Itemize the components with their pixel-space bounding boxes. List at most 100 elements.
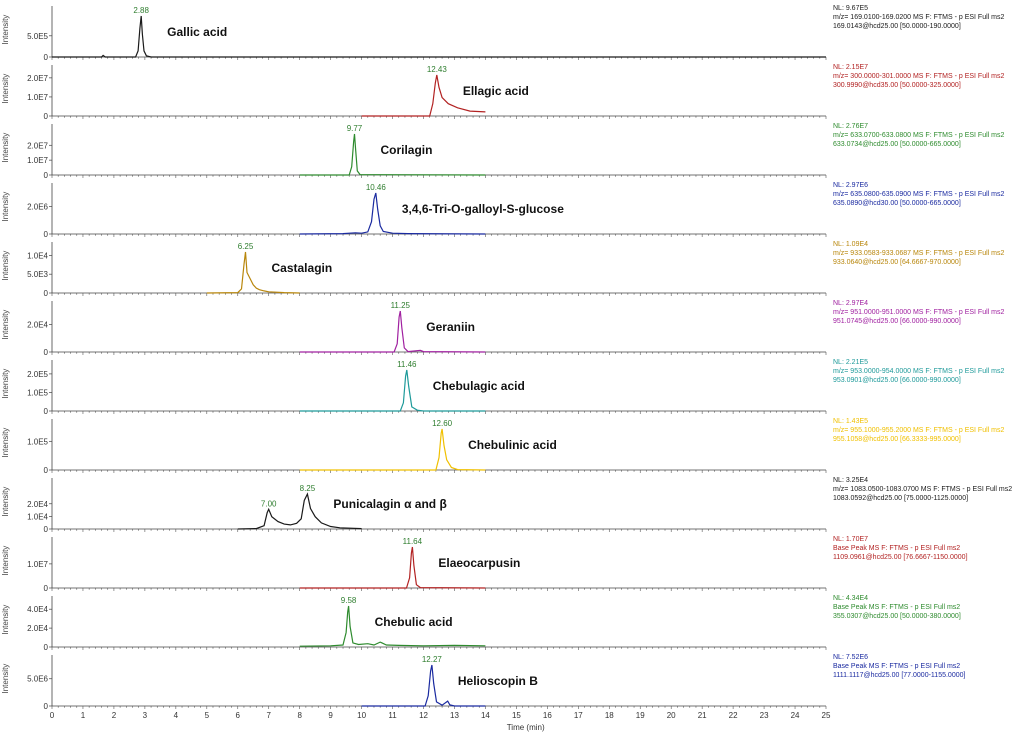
- y-tick-label: 0: [44, 584, 49, 593]
- y-tick-label: 2.0E6: [27, 202, 48, 211]
- y-tick-label: 2.0E4: [27, 624, 48, 633]
- info-scan: 933.0640@hcd25.00 [64.6667-970.0000]: [833, 259, 961, 266]
- compound-name: Elaeocarpusin: [438, 556, 520, 570]
- y-axis-label: Intensity: [1, 74, 10, 104]
- info-filter: m/z= 169.0100-169.0200 MS F: FTMS - p ES…: [833, 14, 1004, 21]
- x-tick-label: 6: [236, 711, 241, 720]
- chromatogram-trace: [361, 664, 486, 707]
- y-tick-label: 0: [44, 289, 49, 298]
- info-scan: 355.0307@hcd25.00 [50.0000-380.0000]: [833, 613, 961, 620]
- y-tick-label: 1.0E5: [27, 437, 48, 446]
- info-filter: m/z= 635.0800-635.0900 MS F: FTMS - p ES…: [833, 191, 1004, 198]
- x-tick-label: 24: [791, 711, 800, 720]
- chromatogram-trace: [299, 133, 486, 176]
- info-nl: NL: 3.25E4: [833, 477, 868, 484]
- info-filter: m/z= 633.0700-633.0800 MS F: FTMS - p ES…: [833, 132, 1004, 139]
- y-axis-label: Intensity: [1, 251, 10, 281]
- x-tick-label: 1: [81, 711, 86, 720]
- y-tick-label: 0: [44, 525, 49, 534]
- y-axis-label: Intensity: [1, 310, 10, 340]
- info-scan: 633.0734@hcd25.00 [50.0000-665.0000]: [833, 141, 961, 148]
- y-tick-label: 5.0E5: [27, 32, 48, 41]
- y-tick-label: 1.0E7: [27, 93, 48, 102]
- y-tick-label: 0: [44, 407, 49, 416]
- y-tick-label: 2.0E4: [27, 320, 48, 329]
- info-nl: NL: 1.43E5: [833, 418, 868, 425]
- x-tick-label: 25: [822, 711, 831, 720]
- info-scan: 1083.0592@hcd25.00 [75.0000-1125.0000]: [833, 495, 968, 502]
- compound-name: 3,4,6-Tri-O-galloyl-S-glucose: [402, 202, 564, 216]
- chromatogram-trace: [299, 192, 486, 235]
- x-tick-label: 3: [143, 711, 148, 720]
- y-tick-label: 0: [44, 112, 49, 121]
- info-nl: NL: 2.76E7: [833, 123, 868, 130]
- info-filter: m/z= 1083.0500-1083.0700 MS F: FTMS - p …: [833, 486, 1012, 493]
- info-nl: NL: 2.15E7: [833, 64, 868, 71]
- x-tick-label: 11: [388, 711, 397, 720]
- y-tick-label: 1.0E4: [27, 251, 48, 260]
- y-tick-label: 0: [44, 53, 49, 62]
- peak-rt-label: 12.43: [427, 65, 448, 74]
- info-scan: 953.0901@hcd25.00 [66.0000-990.0000]: [833, 377, 961, 384]
- info-scan: 300.9990@hcd35.00 [50.0000-325.0000]: [833, 82, 961, 89]
- chromatogram-trace: [299, 369, 486, 412]
- info-scan: 169.0143@hcd25.00 [50.0000-190.0000]: [833, 23, 961, 30]
- compound-name: Chebulinic acid: [468, 438, 557, 452]
- y-axis-label: Intensity: [1, 428, 10, 458]
- compound-name: Helioscopin B: [458, 674, 538, 688]
- compound-name: Gallic acid: [167, 25, 227, 39]
- info-filter: m/z= 933.0583-933.0687 MS F: FTMS - p ES…: [833, 250, 1004, 257]
- peak-rt-label: 9.58: [341, 596, 357, 605]
- x-tick-label: 16: [543, 711, 552, 720]
- x-tick-label: 13: [450, 711, 459, 720]
- chromatogram-trace: [299, 428, 486, 471]
- y-tick-label: 2.0E5: [27, 370, 48, 379]
- compound-name: Corilagin: [380, 143, 432, 157]
- peak-rt-label: 11.46: [397, 360, 417, 369]
- peak-rt-label: 7.00: [261, 499, 277, 508]
- y-tick-label: 4.0E4: [27, 605, 48, 614]
- y-tick-label: 1.0E7: [27, 560, 48, 569]
- info-filter: Base Peak MS F: FTMS - p ESI Full ms2: [833, 545, 960, 552]
- y-tick-label: 0: [44, 171, 49, 180]
- x-tick-label: 12: [419, 711, 428, 720]
- y-axis-label: Intensity: [1, 15, 10, 45]
- chromatogram-trace: [299, 310, 486, 353]
- y-axis-label: Intensity: [1, 133, 10, 163]
- y-tick-label: 0: [44, 466, 49, 475]
- chromatogram-trace: [52, 15, 826, 58]
- x-tick-label: 8: [297, 711, 302, 720]
- compound-name: Castalagin: [272, 261, 333, 275]
- info-filter: m/z= 951.0000-951.0000 MS F: FTMS - p ES…: [833, 309, 1004, 316]
- chromatogram-trace: [206, 251, 300, 294]
- x-tick-label: 21: [698, 711, 707, 720]
- x-tick-label: 2: [112, 711, 117, 720]
- y-tick-label: 5.0E3: [27, 270, 48, 279]
- info-nl: NL: 2.97E6: [833, 182, 868, 189]
- x-tick-label: 18: [605, 711, 614, 720]
- info-filter: Base Peak MS F: FTMS - p ESI Full ms2: [833, 663, 960, 670]
- x-tick-label: 17: [574, 711, 583, 720]
- info-nl: NL: 1.70E7: [833, 536, 868, 543]
- info-scan: 635.0890@hcd30.00 [50.0000-665.0000]: [833, 200, 961, 207]
- info-nl: NL: 1.09E4: [833, 241, 868, 248]
- compound-name: Ellagic acid: [463, 84, 529, 98]
- info-nl: NL: 9.67E5: [833, 5, 868, 12]
- compound-name: Punicalagin α and β: [333, 497, 446, 511]
- info-filter: m/z= 953.0000-954.0000 MS F: FTMS - p ES…: [833, 368, 1004, 375]
- peak-rt-label: 10.46: [366, 183, 387, 192]
- y-tick-label: 2.0E7: [27, 141, 48, 150]
- y-axis-label: Intensity: [1, 664, 10, 694]
- peak-rt-label: 2.88: [133, 6, 149, 15]
- info-filter: m/z= 955.1000-955.2000 MS F: FTMS - p ES…: [833, 427, 1004, 434]
- y-axis-label: Intensity: [1, 546, 10, 576]
- x-tick-label: 9: [328, 711, 333, 720]
- peak-rt-label: 11.25: [391, 301, 411, 310]
- y-tick-label: 5.0E6: [27, 675, 48, 684]
- y-axis-label: Intensity: [1, 487, 10, 517]
- info-filter: m/z= 300.0000-301.0000 MS F: FTMS - p ES…: [833, 73, 1004, 80]
- compound-name: Chebulagic acid: [433, 379, 525, 393]
- peak-rt-label: 6.25: [238, 242, 254, 251]
- x-tick-label: 4: [174, 711, 179, 720]
